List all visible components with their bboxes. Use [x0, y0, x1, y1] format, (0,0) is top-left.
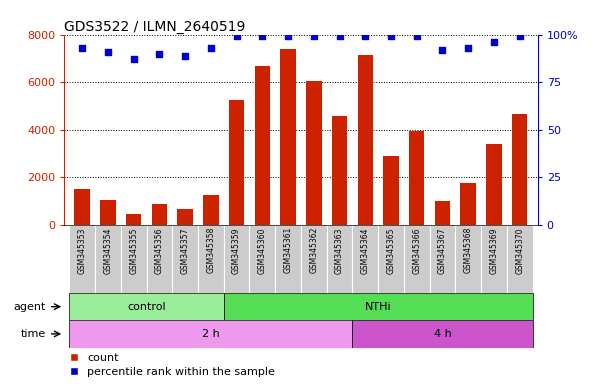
Bar: [409, 131, 425, 225]
Text: GSM345355: GSM345355: [129, 227, 138, 273]
Text: GSM345370: GSM345370: [515, 227, 524, 273]
Bar: [486, 144, 502, 225]
Bar: [177, 209, 193, 225]
Bar: [512, 114, 527, 225]
Bar: [461, 184, 476, 225]
Bar: [198, 225, 224, 293]
Bar: [435, 201, 450, 225]
Point: [386, 33, 396, 40]
Text: 2 h: 2 h: [202, 329, 220, 339]
Point: [309, 33, 319, 40]
Bar: [280, 49, 296, 225]
Bar: [430, 225, 455, 293]
Point: [515, 33, 525, 40]
Point: [360, 33, 370, 40]
Bar: [255, 66, 270, 225]
Bar: [229, 100, 244, 225]
Bar: [332, 116, 347, 225]
Bar: [353, 320, 533, 348]
Bar: [147, 225, 172, 293]
Text: GSM345353: GSM345353: [78, 227, 87, 273]
Text: GSM345361: GSM345361: [284, 227, 293, 273]
Bar: [275, 225, 301, 293]
Text: control: control: [127, 302, 166, 312]
Bar: [481, 225, 507, 293]
Bar: [69, 293, 224, 320]
Text: GSM345362: GSM345362: [309, 227, 318, 273]
Point: [335, 33, 345, 40]
Point: [129, 56, 139, 62]
Point: [437, 47, 447, 53]
Text: 4 h: 4 h: [434, 329, 452, 339]
Text: GSM345358: GSM345358: [207, 227, 215, 273]
Bar: [100, 200, 115, 225]
Bar: [172, 225, 198, 293]
Bar: [152, 204, 167, 225]
Text: agent: agent: [14, 302, 46, 312]
Text: time: time: [21, 329, 46, 339]
Bar: [224, 225, 249, 293]
Text: GSM345366: GSM345366: [412, 227, 421, 273]
Text: GSM345354: GSM345354: [103, 227, 112, 273]
Text: GSM345357: GSM345357: [181, 227, 189, 273]
Point: [232, 33, 241, 40]
Text: GSM345360: GSM345360: [258, 227, 267, 273]
Bar: [224, 293, 533, 320]
Bar: [121, 225, 147, 293]
Bar: [69, 225, 95, 293]
Point: [489, 39, 499, 45]
Bar: [327, 225, 353, 293]
Bar: [75, 189, 90, 225]
Text: GDS3522 / ILMN_2640519: GDS3522 / ILMN_2640519: [64, 20, 246, 33]
Bar: [69, 320, 353, 348]
Text: GSM345369: GSM345369: [489, 227, 499, 273]
Point: [463, 45, 473, 51]
Text: GSM345364: GSM345364: [360, 227, 370, 273]
Bar: [126, 214, 141, 225]
Text: GSM345368: GSM345368: [464, 227, 473, 273]
Point: [77, 45, 87, 51]
Bar: [383, 156, 399, 225]
Bar: [507, 225, 533, 293]
Text: GSM345365: GSM345365: [387, 227, 395, 273]
Bar: [404, 225, 430, 293]
Point: [412, 33, 422, 40]
Text: GSM345359: GSM345359: [232, 227, 241, 273]
Legend: count, percentile rank within the sample: count, percentile rank within the sample: [70, 353, 276, 377]
Bar: [357, 55, 373, 225]
Text: GSM345363: GSM345363: [335, 227, 344, 273]
Point: [206, 45, 216, 51]
Point: [257, 33, 267, 40]
Bar: [95, 225, 121, 293]
Text: GSM345356: GSM345356: [155, 227, 164, 273]
Bar: [306, 81, 321, 225]
Bar: [301, 225, 327, 293]
Bar: [455, 225, 481, 293]
Text: GSM345367: GSM345367: [438, 227, 447, 273]
Bar: [203, 195, 219, 225]
Bar: [353, 225, 378, 293]
Point: [155, 51, 164, 57]
Point: [103, 49, 113, 55]
Bar: [378, 225, 404, 293]
Point: [180, 53, 190, 59]
Bar: [249, 225, 275, 293]
Text: NTHi: NTHi: [365, 302, 392, 312]
Point: [283, 33, 293, 40]
